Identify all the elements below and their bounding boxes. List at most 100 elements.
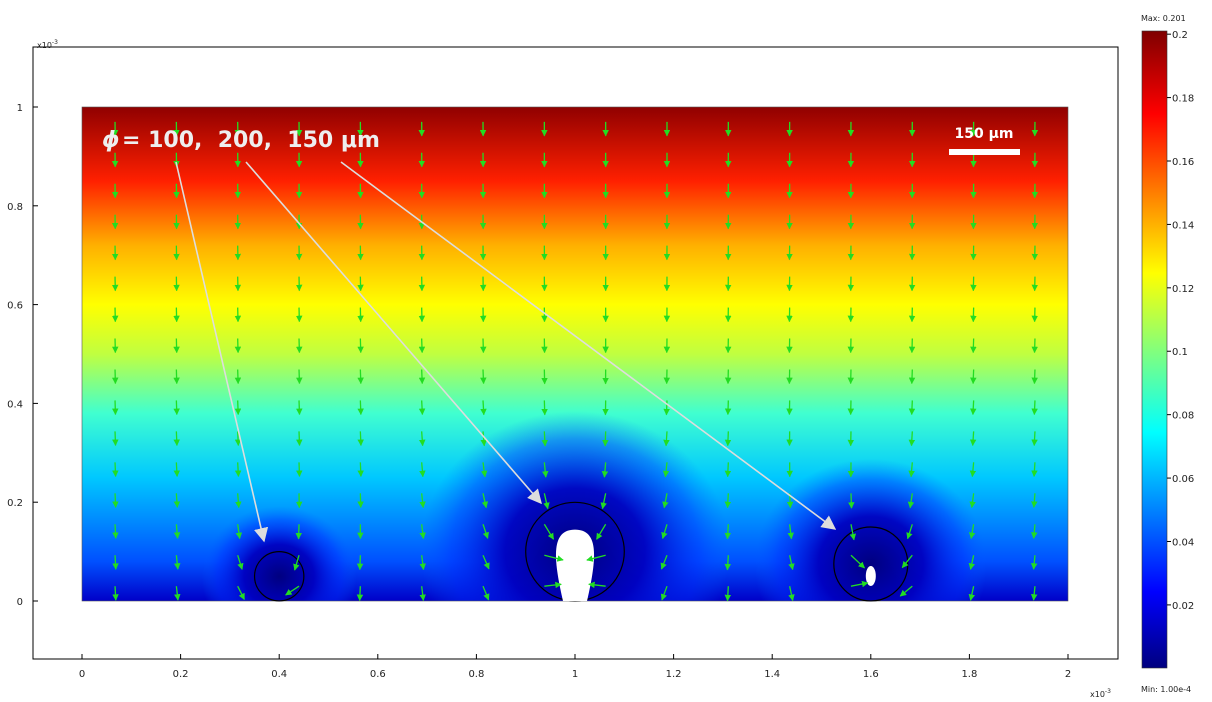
flux-arrow (544, 581, 562, 589)
flux-arrow (724, 586, 732, 602)
colorbar-tick-label: 0.1 (1172, 347, 1188, 358)
colorbar-bar (1141, 30, 1168, 669)
flux-arrow (235, 493, 242, 509)
flux-arrow (901, 554, 913, 569)
depletion-zones (201, 411, 988, 601)
y-tick-label: 1 (17, 103, 23, 114)
flux-arrow (662, 462, 670, 478)
y-tick-label: 0.8 (7, 202, 23, 213)
flux-arrow (586, 554, 606, 562)
colorbar: Max: 0.201 0.2 0.18 0.16 0.14 0.12 0.1 0.08 0.0… (1141, 14, 1194, 694)
flux-arrow (542, 462, 549, 478)
flux-arrow (663, 431, 670, 447)
x-exponent-label: x10-3 (1090, 688, 1111, 699)
x-tick-label: 2 (1065, 669, 1071, 680)
flux-arrow (899, 585, 913, 597)
x-tick-label: 1.8 (961, 669, 977, 680)
flux-arrow (850, 554, 865, 569)
flux-arrow (848, 493, 855, 509)
diameter-annotation: ϕ = 100, 200, 150 μm (102, 128, 837, 543)
flux-arrow (235, 524, 243, 540)
flux-arrow (849, 524, 857, 541)
y-tick-label: 0.4 (7, 399, 23, 410)
flux-arrow (968, 524, 976, 540)
flux-arrow (234, 400, 242, 416)
colorbar-tick-label: 0.14 (1172, 220, 1194, 231)
flux-arrow (908, 462, 915, 478)
flux-arrow (908, 431, 916, 447)
flux-arrow (419, 493, 426, 509)
flux-arrow (970, 369, 977, 385)
flux-arrow (480, 400, 487, 416)
flux-arrow (112, 524, 119, 539)
flux-arrow (724, 555, 732, 571)
flux-arrow (112, 462, 119, 477)
flux-arrow (968, 555, 975, 570)
flux-arrow (285, 585, 300, 596)
flux-arrow (1031, 493, 1038, 508)
flux-arrow (296, 431, 303, 447)
flux-arrow (237, 555, 244, 570)
flux-arrow (482, 585, 490, 601)
flux-arrow (418, 369, 426, 385)
x-tick-label: 0 (79, 669, 85, 680)
colorbar-min-label: Min: 1.00e-4 (1141, 685, 1191, 694)
colorbar-max-label: Max: 0.201 (1141, 14, 1186, 23)
flux-arrow (1031, 400, 1038, 416)
depletion-zone (754, 458, 988, 601)
x-tick-label: 1.4 (764, 669, 780, 680)
x-tick-label: 0.4 (271, 669, 287, 680)
flux-arrow (356, 586, 364, 602)
flux-arrow (788, 586, 795, 602)
flux-arrow (724, 493, 732, 509)
x-axis: 0 0.2 0.4 0.6 0.8 1 1.2 1.4 1.6 1.8 2 (79, 654, 1071, 680)
flux-arrow (969, 493, 976, 509)
flux-arrow (724, 462, 732, 478)
x-tick-label: 0.8 (468, 669, 484, 680)
annotation-text: = 100, 200, 150 μm (122, 128, 380, 153)
flux-arrow (482, 524, 489, 539)
flux-arrow (174, 555, 181, 570)
x-tick-label: 0.6 (370, 669, 386, 680)
flux-arrow (480, 369, 487, 385)
flux-arrow (969, 462, 977, 478)
flux-arrow (544, 554, 564, 562)
flux-arrow (543, 523, 555, 540)
flux-arrow (1031, 369, 1038, 385)
flux-arrow (357, 400, 364, 416)
flux-arrow (481, 493, 489, 509)
flux-arrow (1031, 462, 1038, 477)
flux-arrow (418, 431, 426, 447)
flux-arrow (1030, 555, 1038, 570)
cells-layer (253, 501, 909, 602)
flux-arrow (418, 400, 426, 416)
flux-arrow (293, 555, 300, 571)
flux-arrow (969, 400, 977, 416)
x-tick-label: 1 (572, 669, 578, 680)
x-tick-label: 0.2 (173, 669, 189, 680)
flux-arrow (174, 586, 181, 601)
flux-arrow (724, 431, 732, 447)
y-tick-label: 0.6 (7, 301, 23, 312)
colorbar-tick-label: 0.18 (1172, 94, 1194, 105)
flux-arrow (419, 586, 426, 602)
flux-arrow (234, 462, 242, 477)
flux-arrow (661, 524, 668, 540)
flux-arrow (602, 431, 609, 447)
flux-arrow (419, 524, 426, 540)
flux-arrow (480, 431, 487, 447)
flux-arrow (173, 462, 181, 477)
flux-arrow (596, 523, 607, 540)
flux-arrow (419, 555, 426, 571)
x-tick-label: 1.2 (666, 669, 682, 680)
colorbar-tick-label: 0.16 (1172, 157, 1194, 168)
flux-arrow (173, 431, 180, 447)
flux-arrow (112, 493, 119, 508)
flux-arrow (1030, 524, 1038, 539)
y-tick-label: 0 (17, 597, 23, 608)
scale-bar: 150 μm (949, 126, 1020, 155)
flux-arrow (357, 431, 364, 447)
depletion-zone (201, 506, 357, 601)
x-tick-label: 1.6 (863, 669, 879, 680)
